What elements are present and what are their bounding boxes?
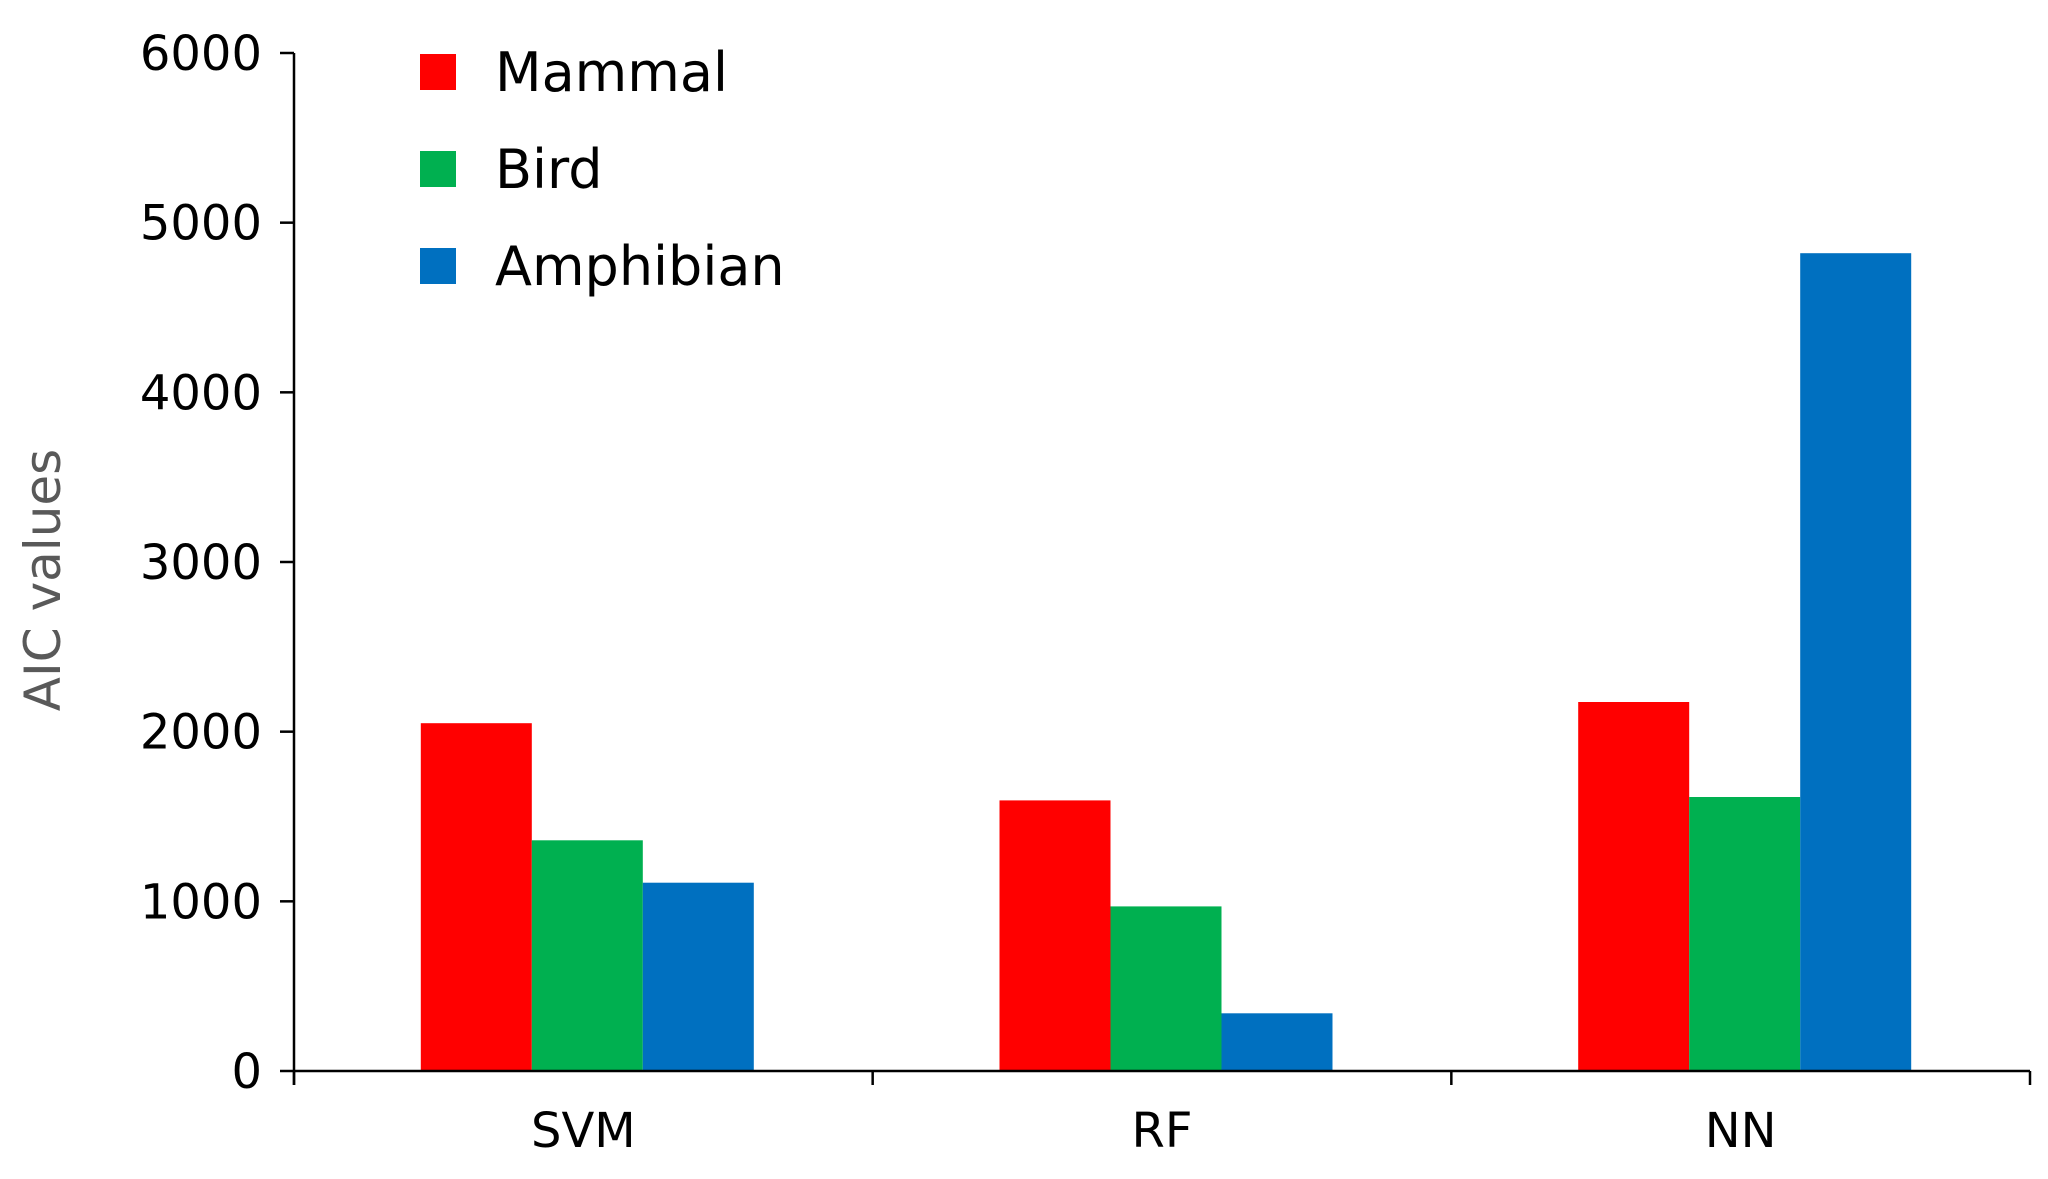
legend-label-mammal: Mammal <box>495 41 728 104</box>
bar-bird-rf <box>1110 906 1222 1071</box>
bar-amphibian-svm <box>642 882 754 1071</box>
y-tick-label-5000: 5000 <box>140 196 262 252</box>
legend: Mammal Bird Amphibian <box>420 41 785 298</box>
bar-mammal-nn <box>1578 702 1690 1071</box>
bar-amphibian-nn <box>1800 253 1912 1071</box>
bar-mammal-svm <box>420 723 532 1071</box>
x-tick-label-rf: RF <box>1132 1103 1193 1159</box>
bars-group <box>420 253 1912 1071</box>
axes-group: 0 1000 2000 3000 4000 5000 6000 SVM RF NN <box>140 26 2032 1159</box>
y-axis-title: AIC values <box>14 449 72 711</box>
legend-swatch-mammal <box>420 54 456 90</box>
bar-bird-svm <box>531 840 643 1071</box>
legend-label-amphibian: Amphibian <box>495 235 785 298</box>
legend-swatch-bird <box>420 151 456 187</box>
y-tick-label-4000: 4000 <box>140 365 262 421</box>
legend-swatch-amphibian <box>420 248 456 284</box>
x-tick-label-svm: SVM <box>531 1103 636 1159</box>
y-tick-label-6000: 6000 <box>140 26 262 82</box>
bar-amphibian-rf <box>1221 1013 1333 1071</box>
x-tick-label-nn: NN <box>1705 1103 1777 1159</box>
y-tick-label-0: 0 <box>231 1044 262 1100</box>
y-tick-label-1000: 1000 <box>140 874 262 930</box>
y-tick-label-2000: 2000 <box>140 705 262 761</box>
bar-mammal-rf <box>999 800 1111 1071</box>
legend-label-bird: Bird <box>495 138 603 201</box>
bar-bird-nn <box>1689 797 1801 1071</box>
y-tick-label-3000: 3000 <box>140 535 262 591</box>
